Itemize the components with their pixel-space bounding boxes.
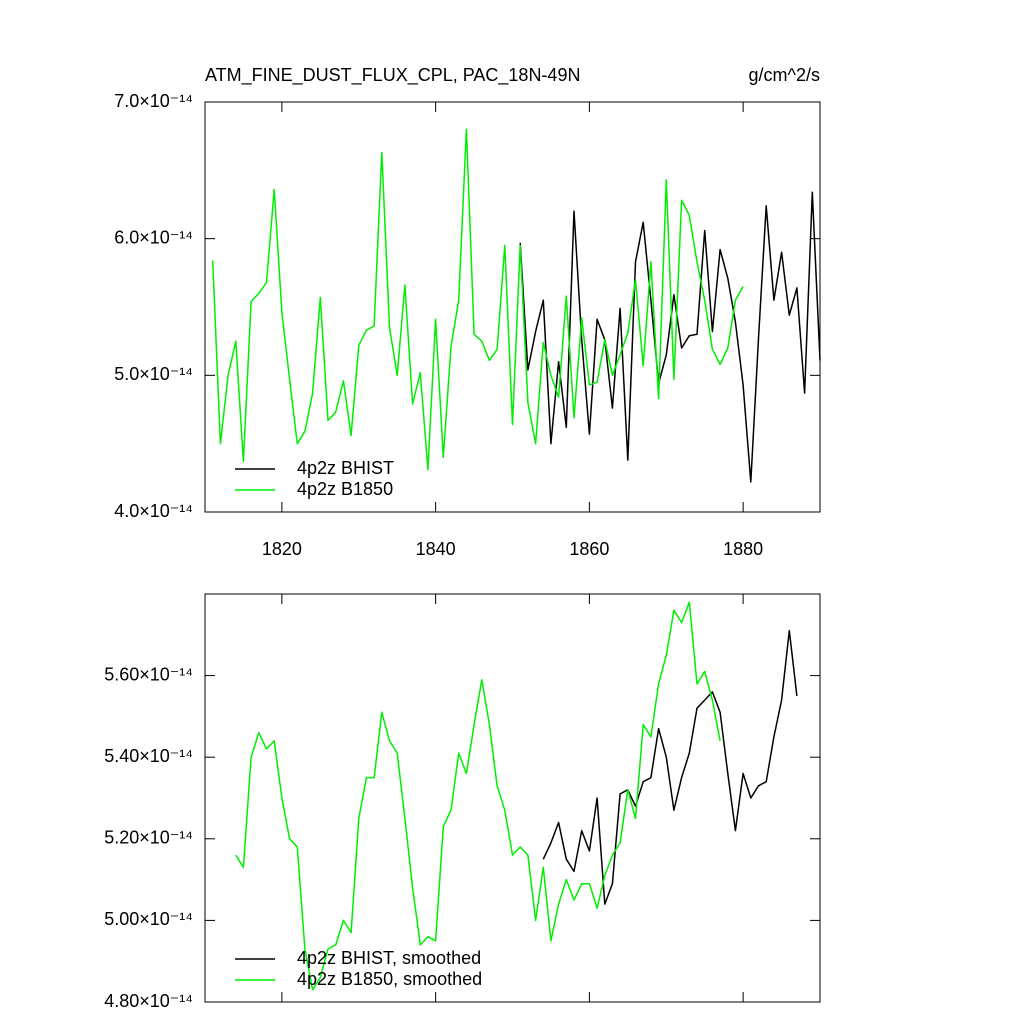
y-tick-label: 5.00×10⁻¹⁴: [104, 909, 193, 929]
y-tick-label: 4.80×10⁻¹⁴: [104, 991, 193, 1011]
data-line: [519, 191, 821, 483]
y-tick-label: 7.0×10⁻¹⁴: [114, 91, 193, 111]
y-tick-label: 4.0×10⁻¹⁴: [114, 501, 193, 521]
y-tick-label: 5.20×10⁻¹⁴: [104, 828, 193, 848]
plot-frame: [204, 101, 821, 513]
legend-label: 4p2z BHIST, smoothed: [297, 948, 481, 968]
chart-title: ATM_FINE_DUST_FLUX_CPL, PAC_18N-49N: [205, 65, 580, 86]
units-label: g/cm^2/s: [749, 65, 820, 85]
y-tick-label: 5.60×10⁻¹⁴: [104, 664, 193, 684]
x-tick-label: 1840: [416, 539, 456, 559]
y-tick-label: 5.0×10⁻¹⁴: [114, 364, 193, 384]
data-line: [211, 128, 744, 471]
x-tick-label: 1820: [262, 539, 302, 559]
legend-label: 4p2z BHIST: [297, 458, 394, 478]
data-line: [542, 629, 798, 905]
y-tick-label: 5.40×10⁻¹⁴: [104, 746, 193, 766]
y-tick-label: 6.0×10⁻¹⁴: [114, 227, 193, 247]
legend-label: 4p2z B1850, smoothed: [297, 969, 482, 989]
x-tick-label: 1860: [569, 539, 609, 559]
plot-frame: [204, 593, 821, 1003]
x-tick-label: 1880: [723, 539, 763, 559]
data-line: [235, 601, 721, 991]
legend-label: 4p2z B1850: [297, 479, 393, 499]
